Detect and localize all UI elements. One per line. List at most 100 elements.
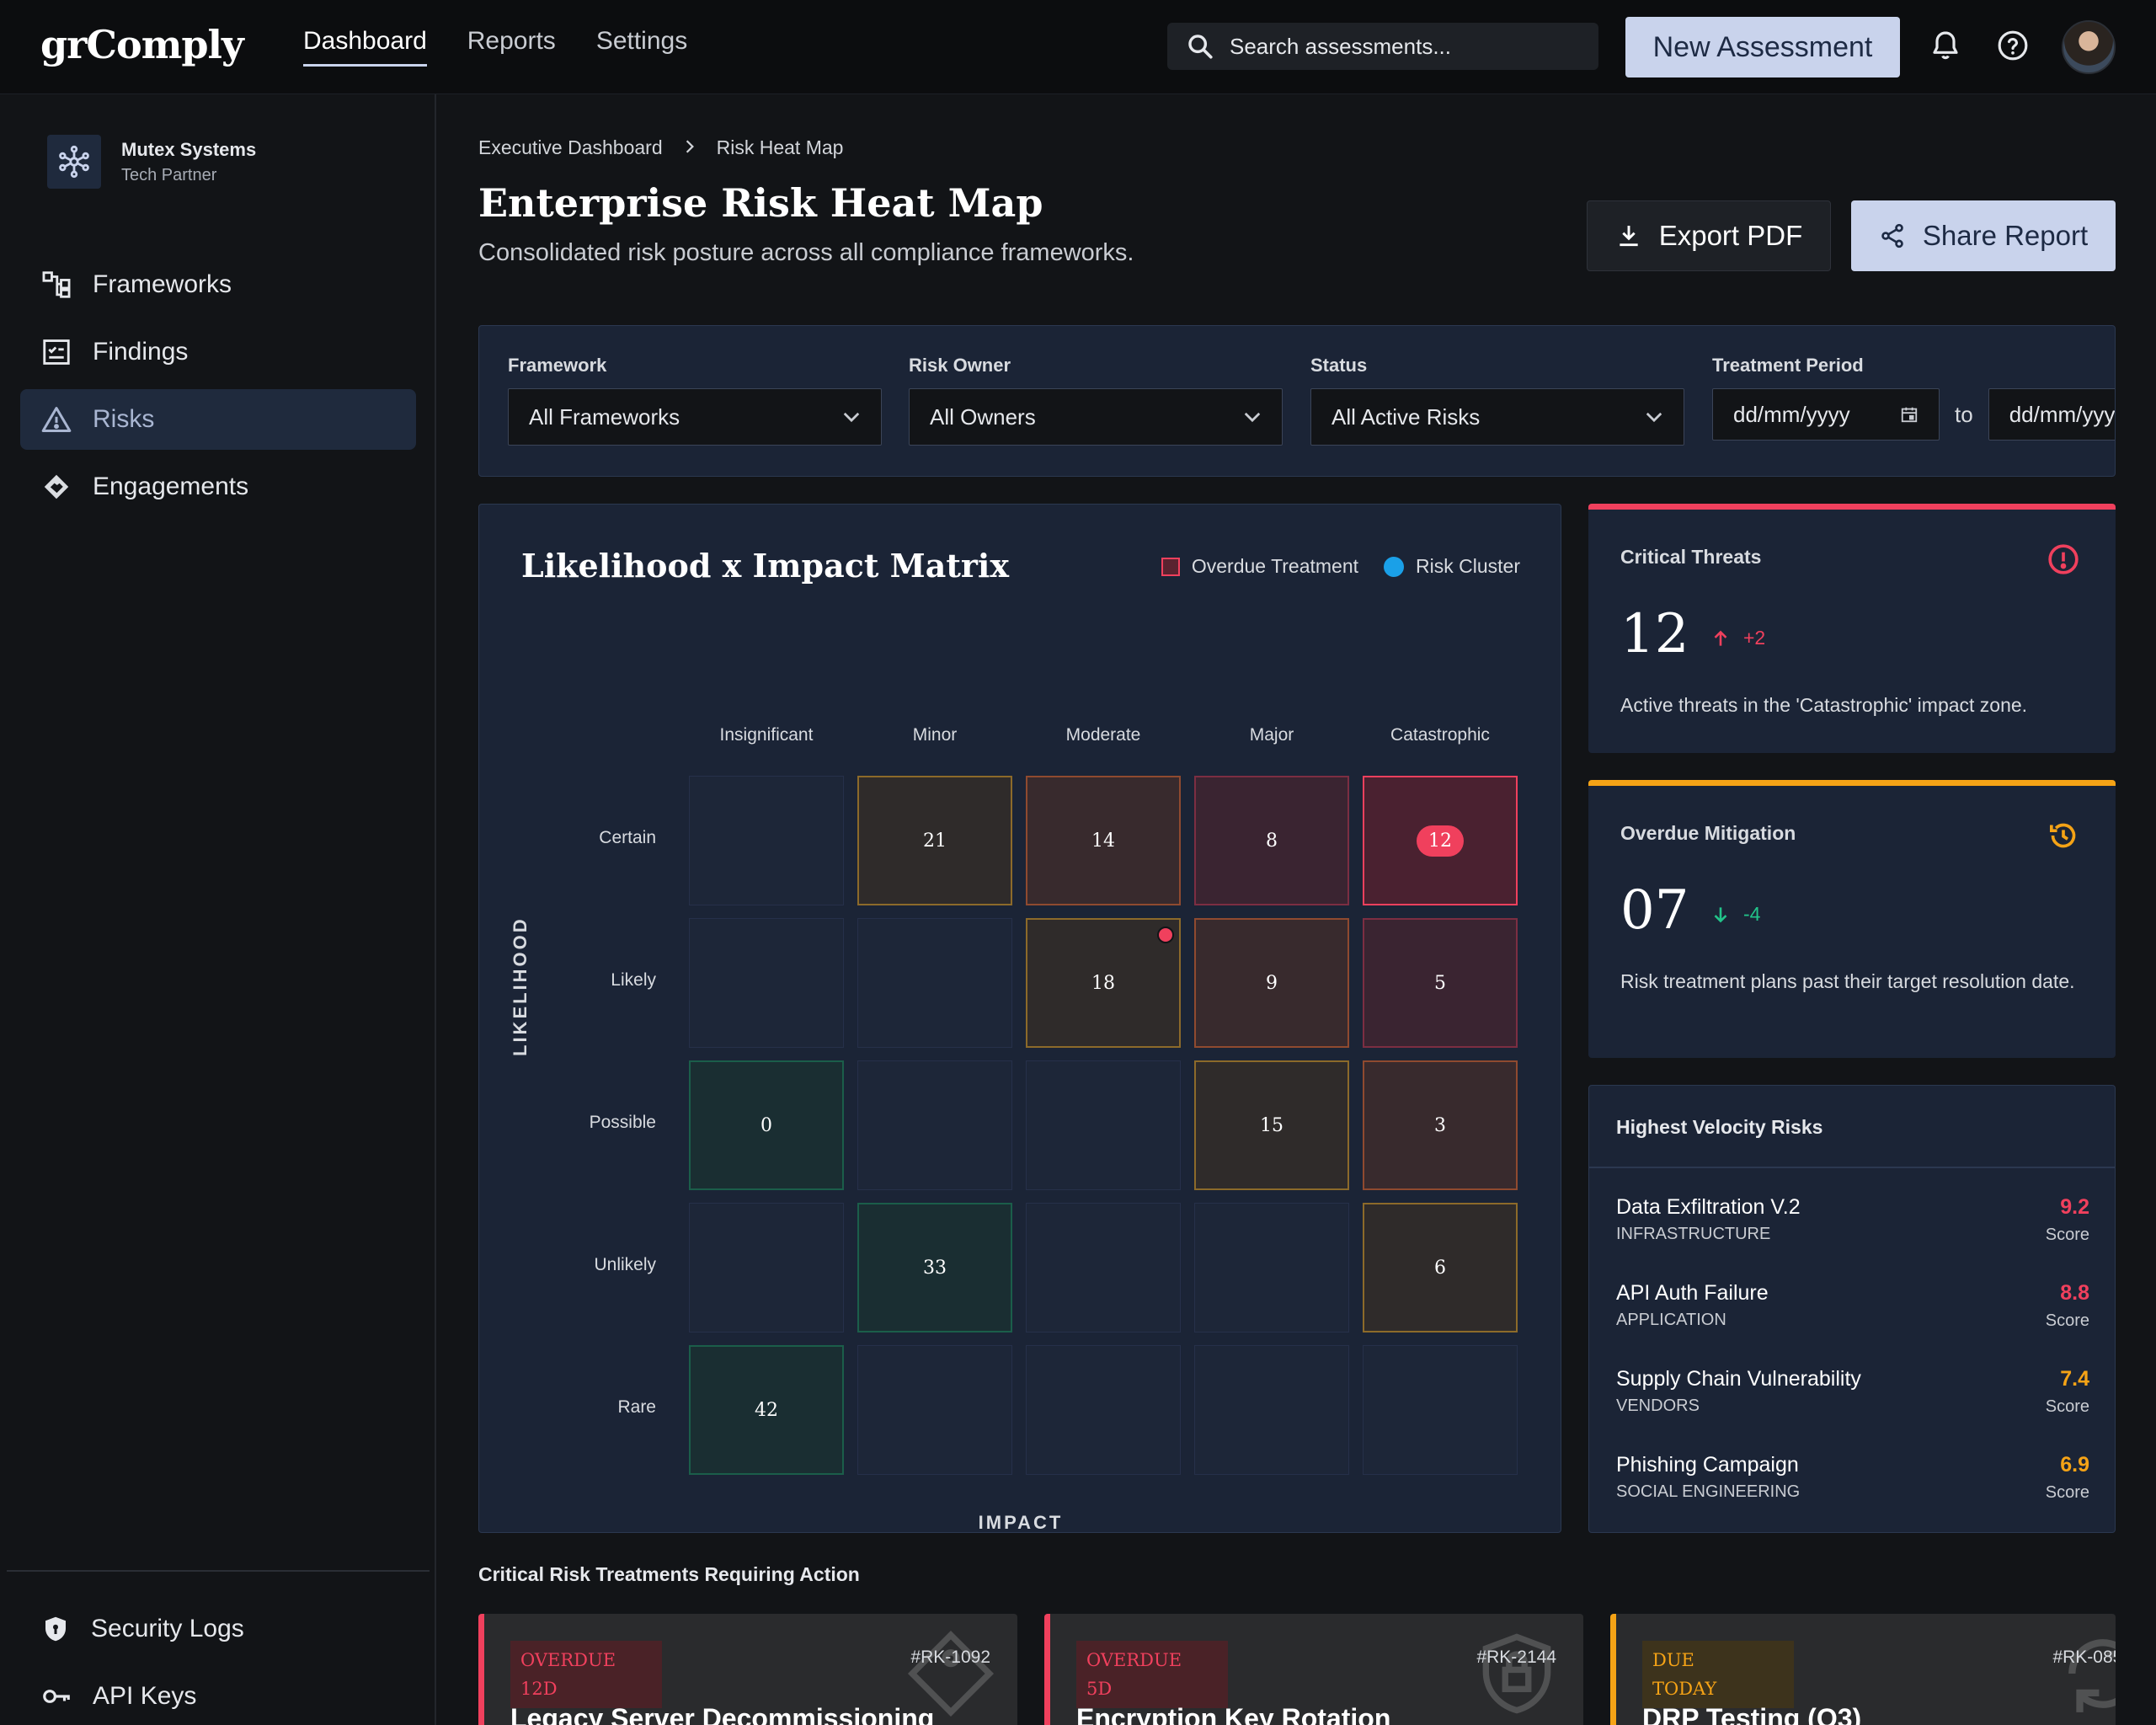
nav-reports[interactable]: Reports <box>467 27 556 55</box>
velocity-risk-category: APPLICATION <box>1616 1311 1726 1329</box>
sidebar-item-risks[interactable]: Risks <box>20 389 416 450</box>
sidebar-item-findings[interactable]: Findings <box>20 322 416 382</box>
status-filter: Status All Active Risks <box>1310 355 1684 446</box>
treatment-status-badge: DUE TODAY <box>1642 1641 1794 1708</box>
nav-settings[interactable]: Settings <box>595 27 688 55</box>
matrix-cell-unlikely-insignificant[interactable] <box>689 1203 844 1332</box>
critical-threats-value: 12 <box>1620 603 1689 665</box>
chevron-down-icon <box>1244 412 1261 423</box>
new-assessment-button[interactable]: New Assessment <box>1625 17 1900 77</box>
matrix-cell-certain-moderate[interactable]: 14 <box>1026 776 1181 905</box>
search-bar[interactable] <box>1167 23 1598 70</box>
org-role: Tech Partner <box>121 165 217 184</box>
legend-overdue: Overdue Treatment <box>1161 555 1358 578</box>
matrix-cell-possible-moderate[interactable] <box>1026 1060 1181 1190</box>
share-report-button[interactable]: Share Report <box>1851 200 2116 271</box>
matrix-cell-certain-catastrophic[interactable]: 12 <box>1363 776 1518 905</box>
warning-icon <box>41 407 72 432</box>
matrix-title: Likelihood x Impact Matrix <box>521 547 1009 585</box>
key-icon <box>43 1690 70 1703</box>
matrix-cell-unlikely-major[interactable] <box>1194 1203 1349 1332</box>
sidebar-item-label: Risks <box>93 405 155 433</box>
overdue-mitigation-card[interactable]: Overdue Mitigation 07 -4 Risk treatment … <box>1588 780 2116 1058</box>
app-logo[interactable]: grComply <box>40 22 244 67</box>
matrix-cell-unlikely-catastrophic[interactable]: 6 <box>1363 1203 1518 1332</box>
critical-threats-delta: +2 <box>1710 627 1765 649</box>
velocity-divider <box>1589 1167 2115 1168</box>
matrix-cell-rare-minor[interactable] <box>857 1345 1012 1475</box>
export-pdf-button[interactable]: Export PDF <box>1587 200 1831 271</box>
velocity-score-label: Score <box>2045 1483 2089 1502</box>
sidebar-item-label: Findings <box>93 338 189 366</box>
velocity-score-label: Score <box>2045 1226 2089 1244</box>
velocity-risk-item[interactable]: Supply Chain Vulnerability VENDORS 7.4 S… <box>1616 1367 2089 1434</box>
matrix-cell-likely-major[interactable]: 9 <box>1194 918 1349 1048</box>
calendar-icon[interactable] <box>1900 405 1919 424</box>
matrix-cell-likely-minor[interactable] <box>857 918 1012 1048</box>
nav-dashboard[interactable]: Dashboard <box>303 27 427 67</box>
likelihood-axis-label: LIKELIHOOD <box>510 916 531 1056</box>
matrix-cell-value: 18 <box>1091 972 1115 994</box>
treatment-name: Legacy Server Decommissioning <box>510 1703 935 1725</box>
velocity-risk-item[interactable]: Phishing Campaign SOCIAL ENGINEERING 6.9… <box>1616 1453 2089 1520</box>
user-avatar[interactable] <box>2062 20 2116 74</box>
main-nav: Dashboard Reports Settings <box>303 27 687 67</box>
sidebar-item-frameworks[interactable]: Frameworks <box>20 254 416 315</box>
framework-filter: Framework All Frameworks <box>508 355 882 446</box>
matrix-cell-rare-insignificant[interactable]: 42 <box>689 1345 844 1475</box>
matrix-cell-rare-catastrophic[interactable] <box>1363 1345 1518 1475</box>
sidebar-item-label: API Keys <box>93 1682 197 1710</box>
org-switcher[interactable]: Mutex Systems Tech Partner <box>47 135 256 189</box>
matrix-cell-unlikely-minor[interactable]: 33 <box>857 1203 1012 1332</box>
alert-circle-icon <box>2047 542 2080 580</box>
matrix-cell-certain-minor[interactable]: 21 <box>857 776 1012 905</box>
matrix-cell-likely-catastrophic[interactable]: 5 <box>1363 918 1518 1048</box>
matrix-cell-rare-major[interactable] <box>1194 1345 1349 1475</box>
export-pdf-label: Export PDF <box>1658 220 1803 251</box>
matrix-cell-possible-insignificant[interactable]: 0 <box>689 1060 844 1190</box>
treatment-id: #RK-0852 <box>2052 1648 2116 1667</box>
risk-owner-select[interactable]: All Owners <box>909 388 1283 446</box>
date-from-input[interactable]: dd/mm/yyyy <box>1712 388 1940 441</box>
search-input[interactable] <box>1230 33 1583 60</box>
velocity-risk-category: SOCIAL ENGINEERING <box>1616 1482 1801 1501</box>
likelihood-header-likely: Likely <box>611 970 656 990</box>
treatment-id: #RK-1092 <box>910 1648 990 1667</box>
arrow-down-icon <box>1714 906 1727 922</box>
critical-threats-card[interactable]: Critical Threats 12 +2 Active threats in… <box>1588 504 2116 753</box>
history-icon <box>2047 819 2080 857</box>
matrix-cell-rare-moderate[interactable] <box>1026 1345 1181 1475</box>
overdue-mitigation-value: 07 <box>1620 879 1689 942</box>
date-to-input[interactable]: dd/mm/yyyy <box>1988 388 2115 441</box>
sidebar-item-api-keys[interactable]: API Keys <box>20 1666 416 1725</box>
matrix-cell-likely-moderate[interactable]: 18 <box>1026 918 1181 1048</box>
matrix-cell-unlikely-moderate[interactable] <box>1026 1203 1181 1332</box>
overdue-accent-bar <box>1588 780 2116 786</box>
treatment-card[interactable]: DUE TODAY #RK-0852 DRP Testing (Q3) <box>1610 1614 2116 1725</box>
treatments-section-title: Critical Risk Treatments Requiring Actio… <box>478 1563 860 1585</box>
treatment-status-bar <box>478 1614 484 1725</box>
date-range-separator: to <box>1955 401 1973 427</box>
matrix-cell-certain-major[interactable]: 8 <box>1194 776 1349 905</box>
help-icon[interactable] <box>1993 25 2033 66</box>
matrix-cell-certain-insignificant[interactable] <box>689 776 844 905</box>
bell-icon[interactable] <box>1925 25 1966 66</box>
treatment-card[interactable]: OVERDUE 5D #RK-2144 Encryption Key Rotat… <box>1044 1614 1583 1725</box>
status-select[interactable]: All Active Risks <box>1310 388 1684 446</box>
velocity-risk-score: 8.8 <box>2060 1281 2089 1305</box>
share-report-label: Share Report <box>1922 220 2089 251</box>
treatment-card[interactable]: OVERDUE 12D #RK-1092 Legacy Server Decom… <box>478 1614 1017 1725</box>
badge-status: OVERDUE <box>520 1650 616 1670</box>
velocity-risk-item[interactable]: Data Exfiltration V.2 INFRASTRUCTURE 9.2… <box>1616 1195 2089 1263</box>
frameworks-icon <box>42 271 71 298</box>
breadcrumb-item-executive-dashboard[interactable]: Executive Dashboard <box>478 136 663 158</box>
velocity-risk-item[interactable]: API Auth Failure APPLICATION 8.8 Score <box>1616 1281 2089 1348</box>
matrix-cell-likely-insignificant[interactable] <box>689 918 844 1048</box>
velocity-title: Highest Velocity Risks <box>1616 1116 1823 1138</box>
matrix-cell-possible-minor[interactable] <box>857 1060 1012 1190</box>
framework-select[interactable]: All Frameworks <box>508 388 882 446</box>
sidebar-item-engagements[interactable]: Engagements <box>20 457 416 517</box>
matrix-cell-possible-catastrophic[interactable]: 3 <box>1363 1060 1518 1190</box>
matrix-cell-possible-major[interactable]: 15 <box>1194 1060 1349 1190</box>
sidebar-item-security-logs[interactable]: Security Logs <box>20 1599 416 1659</box>
